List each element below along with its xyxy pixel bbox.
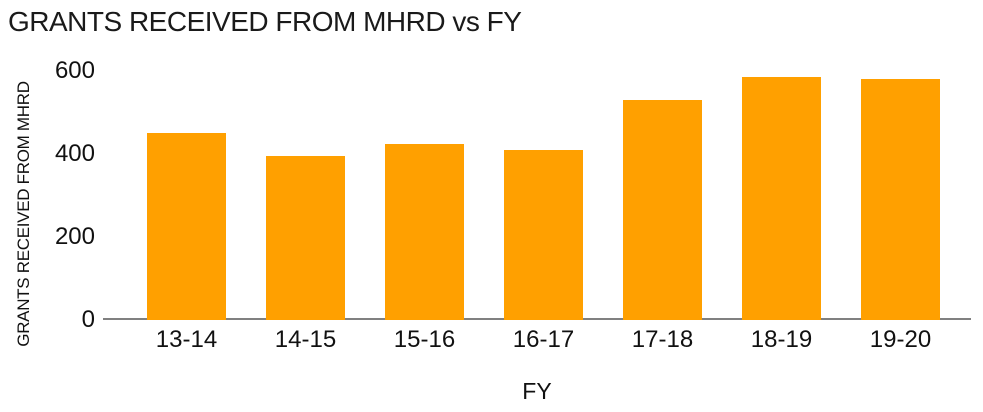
bars-group [103,71,971,320]
x-tick-label: 15-16 [393,326,456,353]
x-axis-label: FY [522,378,552,404]
chart-title: GRANTS RECEIVED FROM MHRD vs FY [8,6,522,37]
y-tick-label: 600 [54,57,95,84]
x-tick-label: 16-17 [512,326,575,353]
x-tick-label: 14-15 [274,326,337,353]
bar-19-20 [861,79,940,320]
bar-15-16 [385,143,464,320]
x-tick-label: 13-14 [155,326,218,353]
bar-13-14 [147,133,226,320]
y-tick-label: 400 [54,140,95,167]
bar-17-18 [623,100,702,320]
x-tick-label: 19-20 [869,326,932,353]
y-axis-label: GRANTS RECEIVED FROM MHRD [14,81,33,347]
plot-area [103,71,971,320]
y-tick-label: 0 [81,306,95,333]
x-tick-label: 18-19 [750,326,813,353]
bar-14-15 [266,156,345,320]
bar-18-19 [742,77,821,320]
bar-16-17 [504,149,583,320]
x-tick-labels: 13-14 14-15 15-16 16-17 17-18 18-19 19-20 [103,326,971,354]
x-tick-label: 17-18 [631,326,694,353]
y-tick-label: 200 [54,223,95,250]
